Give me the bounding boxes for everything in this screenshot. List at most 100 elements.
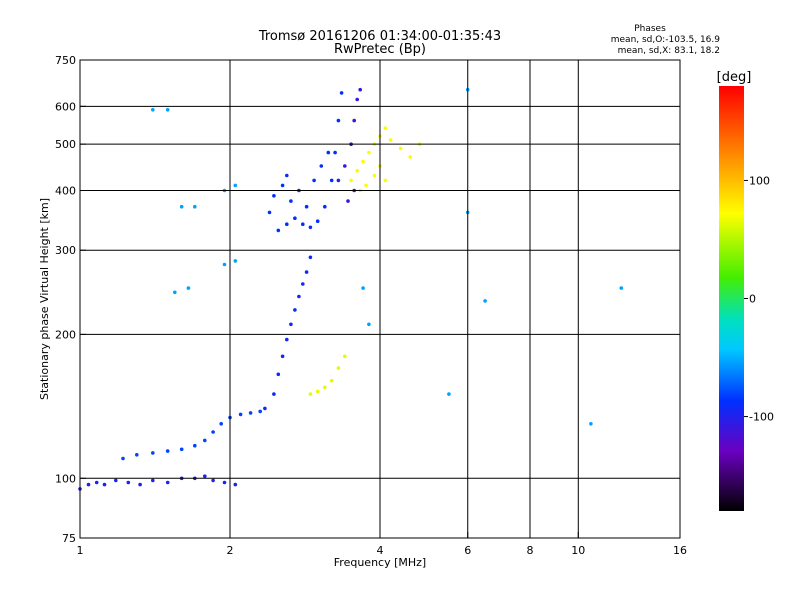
scatter-point xyxy=(312,178,316,183)
scatter-point xyxy=(86,482,91,487)
phase-stats-heading: Phases xyxy=(634,24,666,34)
scatter-point xyxy=(619,286,624,290)
chart-title: Tromsø 20161206 01:34:00-01:35:43 xyxy=(258,29,501,44)
y-tick-label: 300 xyxy=(55,244,76,257)
scatter-point xyxy=(367,150,371,155)
scatter-point xyxy=(126,480,131,485)
scatter-point xyxy=(165,108,170,112)
scatter-point xyxy=(323,385,327,390)
colorbar-gradient xyxy=(719,86,744,511)
scatter-point xyxy=(248,411,253,415)
scatter-point xyxy=(233,482,238,487)
scatter-point xyxy=(388,138,393,142)
scatter-point xyxy=(151,451,155,455)
chart-title-block: Tromsø 20161206 01:34:00-01:35:43 RwPret… xyxy=(258,29,501,57)
scatter-point xyxy=(483,299,487,303)
x-tick-label: 10 xyxy=(571,544,585,557)
scatter-point xyxy=(355,97,360,102)
scatter-point xyxy=(114,478,118,483)
scatter-point xyxy=(398,146,403,151)
scatter-point xyxy=(233,259,238,263)
scatter-point xyxy=(102,482,107,487)
x-axis-ticks: 1 2 4 6 8 10 16 xyxy=(77,532,687,557)
scatter-point xyxy=(315,389,320,394)
x-tick-label: 8 xyxy=(527,544,534,557)
scatter-point xyxy=(293,216,297,220)
scatter-point xyxy=(355,168,360,173)
scatter-point xyxy=(165,449,170,453)
phase-stats: Phases mean, sd,O:-103.5, 16.9 mean, sd,… xyxy=(611,24,721,56)
scatter-point xyxy=(289,199,293,203)
chart-subtitle: RwPretec (Bp) xyxy=(334,42,426,57)
scatter-point xyxy=(336,366,341,370)
scatter-point xyxy=(329,178,334,183)
scatter-point xyxy=(238,412,243,417)
scatter-point xyxy=(138,482,142,487)
scatter-point xyxy=(203,474,207,479)
colorbar-label: [deg] xyxy=(717,70,752,85)
scatter-point xyxy=(222,480,227,485)
scatter-point xyxy=(336,118,341,123)
scatter-point xyxy=(352,118,357,123)
x-axis-label: Frequency [MHz] xyxy=(334,556,426,569)
x-tick-label: 16 xyxy=(673,544,687,557)
y-tick-label: 500 xyxy=(55,138,76,151)
scatter-point xyxy=(308,392,313,396)
scatter-point xyxy=(276,228,281,233)
scatter-point xyxy=(203,438,207,443)
scatter-point xyxy=(135,453,139,457)
scatter-point xyxy=(408,155,413,159)
scatter-point xyxy=(346,199,350,203)
scatter-point xyxy=(151,108,155,112)
scatter-point xyxy=(280,183,285,188)
scatter-point xyxy=(121,456,125,461)
scatter-point xyxy=(304,270,309,274)
scatter-point xyxy=(339,91,344,95)
y-tick-label: 400 xyxy=(55,184,76,197)
colorbar: [deg] 100 0 -100 xyxy=(717,70,774,511)
scatter-point xyxy=(329,378,334,383)
scatter-point xyxy=(308,255,313,260)
y-tick-label: 200 xyxy=(55,328,76,341)
scatter-point xyxy=(301,222,305,226)
y-tick-label: 750 xyxy=(55,54,76,67)
scatter-point xyxy=(304,204,309,209)
scatter-point xyxy=(285,173,289,178)
scatter-point xyxy=(315,219,320,223)
scatter-points xyxy=(78,87,624,491)
phase-stats-o: mean, sd,O:-103.5, 16.9 xyxy=(611,35,721,45)
scatter-point xyxy=(219,422,223,426)
scatter-point xyxy=(297,294,301,299)
colorbar-tick-label: 0 xyxy=(749,293,756,306)
scatter-point xyxy=(319,164,324,168)
y-axis-label: Stationary phase Virtual Height [km] xyxy=(38,198,51,400)
scatter-point xyxy=(358,87,363,92)
scatter-point xyxy=(447,392,451,396)
scatter-point xyxy=(343,164,347,168)
scatter-point xyxy=(173,290,177,295)
scatter-point xyxy=(372,173,377,178)
scatter-point xyxy=(293,308,297,312)
scatter-point xyxy=(165,480,170,485)
scatter-point xyxy=(211,430,215,434)
scatter-point xyxy=(94,480,99,485)
y-axis-ticks: 75 100 200 300 400 500 600 750 xyxy=(55,54,86,545)
scatter-point xyxy=(383,178,388,183)
scatter-point xyxy=(333,150,337,155)
scatter-point xyxy=(383,126,388,130)
scatter-point xyxy=(285,222,289,226)
scatter-point xyxy=(263,406,267,411)
scatter-point xyxy=(326,150,331,155)
scatter-point xyxy=(272,392,276,396)
scatter-point xyxy=(267,210,272,215)
scatter-point xyxy=(276,372,281,377)
scatter-point xyxy=(280,354,285,359)
scatter-point xyxy=(179,447,184,452)
chart-grid xyxy=(80,60,680,538)
scatter-point xyxy=(211,478,215,483)
scatter-point xyxy=(193,204,197,209)
y-tick-label: 600 xyxy=(55,100,76,113)
scatter-point xyxy=(258,409,263,414)
scatter-point xyxy=(289,322,293,327)
